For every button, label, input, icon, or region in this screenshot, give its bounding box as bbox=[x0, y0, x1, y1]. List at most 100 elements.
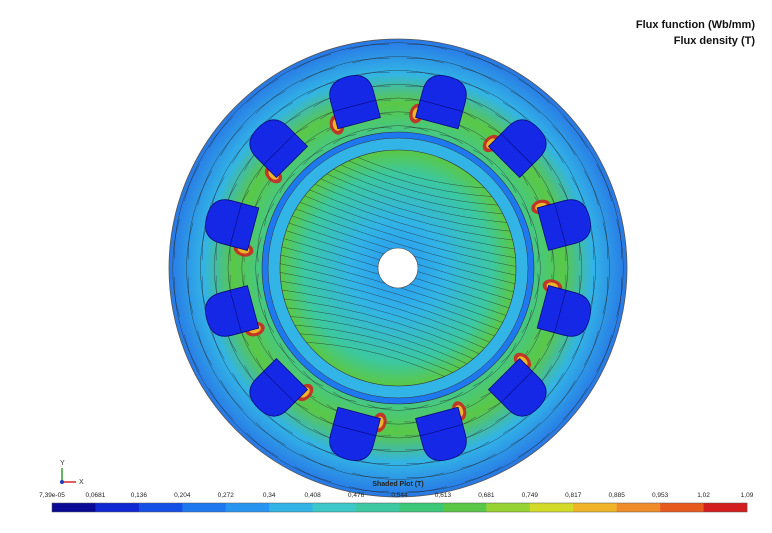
flux-line bbox=[200, 225, 207, 311]
triad: Y X bbox=[60, 460, 84, 486]
flux-line bbox=[187, 170, 213, 260]
flux-line bbox=[280, 150, 516, 207]
flux-line bbox=[403, 127, 464, 145]
slot bbox=[329, 75, 381, 135]
flux-line bbox=[173, 277, 200, 372]
flux-line bbox=[407, 466, 502, 493]
flux-line bbox=[280, 332, 516, 386]
flux-line bbox=[510, 380, 576, 446]
flux-line bbox=[300, 57, 390, 83]
flux-line bbox=[521, 273, 539, 334]
flux-line bbox=[403, 391, 464, 409]
flux-line bbox=[534, 237, 541, 299]
flux-line bbox=[210, 326, 254, 401]
flux-line bbox=[184, 116, 234, 202]
slot-divider bbox=[420, 99, 463, 112]
flux-line bbox=[279, 342, 324, 387]
flux-line bbox=[197, 125, 244, 206]
flux-line bbox=[521, 202, 539, 263]
colorbar-label: 0,0681 bbox=[85, 492, 105, 499]
flux-line bbox=[589, 225, 596, 311]
flux-line bbox=[355, 459, 441, 466]
colorbar-segment bbox=[225, 503, 270, 512]
flux-line bbox=[500, 173, 532, 227]
slot bbox=[249, 357, 314, 417]
colorbar-label: 0,408 bbox=[304, 492, 321, 499]
flux-line bbox=[352, 56, 444, 64]
colorbar-label: 0,136 bbox=[131, 492, 148, 499]
slot-divider bbox=[333, 99, 376, 112]
flux-line bbox=[562, 334, 612, 420]
header-line: Flux density (T) bbox=[674, 35, 756, 47]
header-line: Flux function (Wb/mm) bbox=[636, 19, 755, 31]
slot-shape bbox=[536, 285, 591, 337]
flux-line bbox=[367, 404, 429, 411]
slot-divider bbox=[229, 203, 242, 246]
flux-line bbox=[184, 334, 234, 420]
flux-line bbox=[583, 170, 609, 260]
flux-line bbox=[460, 67, 541, 114]
motor-plot bbox=[168, 38, 628, 498]
colorbar-label: 1,09 bbox=[741, 492, 754, 499]
flux-line bbox=[265, 412, 340, 456]
flux-line bbox=[464, 54, 550, 104]
flux-line bbox=[439, 370, 493, 402]
flux-line bbox=[596, 277, 623, 372]
flux-line bbox=[303, 134, 357, 166]
flux-line bbox=[616, 219, 624, 317]
slot-divider bbox=[420, 424, 463, 437]
slot bbox=[329, 406, 387, 461]
flux-line bbox=[303, 370, 357, 402]
colorbar-segment bbox=[573, 503, 617, 512]
flux-line bbox=[220, 380, 286, 446]
flux-line bbox=[255, 67, 336, 114]
colorbar-frame bbox=[51, 502, 748, 513]
flux-line bbox=[464, 432, 550, 482]
flux-line bbox=[294, 43, 389, 70]
colorbar-label: 1,02 bbox=[697, 492, 710, 499]
slot bbox=[531, 199, 591, 251]
flux-line bbox=[255, 422, 336, 469]
flux-line bbox=[208, 387, 279, 458]
colorbar-label: 0,885 bbox=[609, 492, 626, 499]
flux-line bbox=[562, 116, 612, 202]
flux-line bbox=[173, 164, 200, 259]
slot bbox=[205, 199, 260, 257]
colorbar-segment bbox=[703, 503, 748, 512]
slot-divider bbox=[263, 133, 295, 165]
flux-line bbox=[187, 276, 213, 366]
flux-line bbox=[517, 387, 588, 458]
flux-line bbox=[406, 57, 496, 83]
colorbar: 7,39e-05 0,0681 0,136 0,204 0,272 0,34 0,408 0,… bbox=[39, 492, 754, 513]
colorbar-segment bbox=[356, 503, 400, 512]
flux-line bbox=[300, 453, 390, 479]
flux-line bbox=[197, 330, 244, 411]
flux-line bbox=[186, 222, 194, 314]
slot-shape bbox=[205, 285, 260, 337]
colorbar-label: 0,476 bbox=[348, 492, 365, 499]
flux-line bbox=[456, 412, 531, 456]
slot-shape bbox=[415, 406, 467, 461]
slot-divider bbox=[229, 290, 242, 333]
flux-line bbox=[332, 391, 393, 409]
colorbar-label: 0,204 bbox=[174, 492, 191, 499]
colorbar-segment bbox=[399, 503, 444, 512]
colorbar-title: Shaded Plot (T) bbox=[372, 481, 423, 488]
flux-line bbox=[257, 273, 275, 334]
flux-line bbox=[500, 309, 532, 363]
colorbar-label: 0,953 bbox=[652, 492, 669, 499]
flux-line bbox=[280, 188, 516, 270]
axis-label: Y bbox=[60, 460, 65, 467]
slot bbox=[249, 119, 309, 184]
flux-line bbox=[280, 197, 516, 279]
flux-line bbox=[472, 149, 517, 194]
colorbar-label: 0,34 bbox=[263, 492, 276, 499]
colorbar-segment bbox=[95, 503, 140, 512]
colorbar-segment bbox=[312, 503, 357, 512]
flux-line bbox=[552, 125, 599, 206]
flux-line bbox=[596, 164, 623, 259]
flux-line bbox=[355, 70, 441, 77]
colorbar-segment bbox=[486, 503, 531, 512]
slot bbox=[482, 119, 547, 179]
